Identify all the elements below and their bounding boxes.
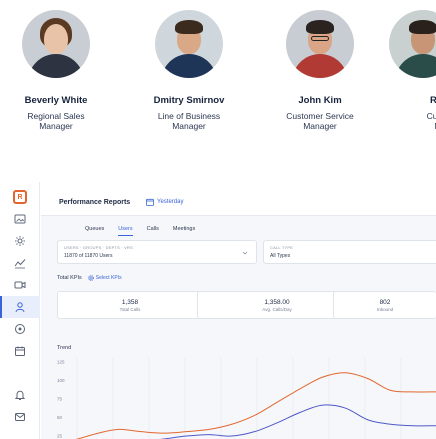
sidebar-item-location[interactable] [0, 318, 40, 340]
sidebar-item-logo[interactable]: R [0, 186, 40, 208]
main-content: Performance Reports Yesterday Queues Use… [41, 182, 436, 439]
date-picker[interactable]: Yesterday [146, 198, 183, 206]
kpi-card[interactable]: 1,358 Total Calls [57, 291, 203, 319]
pin-icon [15, 324, 25, 334]
kpi-card[interactable]: 802 Inbound [333, 291, 436, 319]
y-tick-label: 125 [57, 360, 65, 365]
person-card: Ray Sr Customer Mana [385, 10, 436, 131]
avatar-shirt [395, 54, 436, 78]
users-filter-value: 11870 of 11870 Users [64, 253, 113, 259]
kpi-header: Total KPIs Select KPIs [57, 275, 122, 281]
person-name: Dmitry Smirnov [153, 95, 225, 106]
person-role: Regional Sales Manager [27, 111, 85, 131]
sidebar-item-analytics[interactable] [0, 252, 40, 274]
app-sidebar: R [0, 182, 40, 439]
kpi-value: 802 [379, 299, 391, 306]
trend-chart: 125 100 75 50 25 [57, 358, 436, 439]
calendar-icon [15, 346, 25, 356]
report-tabs: Queues Users Calls Meetings [85, 226, 195, 236]
users-filter[interactable]: USERS · GROUPS · DEPTS · VRS 11870 of 11… [57, 240, 257, 264]
sidebar-item-users[interactable] [0, 296, 40, 318]
sidebar-item-settings[interactable] [0, 230, 40, 252]
person-card: Dmitry Smirnov Line of Business Manager [129, 10, 249, 131]
people-row: Beverly White Regional Sales Manager Dmitr… [0, 0, 436, 178]
call-type-filter[interactable]: CALL TYPE All Types [263, 240, 436, 264]
avatar-hair [409, 20, 436, 34]
brand-logo: R [13, 190, 27, 204]
person-role: Customer Service Manager [286, 111, 354, 131]
avatar [389, 10, 436, 78]
person-name: Beverly White [24, 95, 88, 106]
avatar [155, 10, 223, 78]
tab-users[interactable]: Users [118, 226, 133, 236]
person-card: Beverly White Regional Sales Manager [0, 10, 116, 131]
sidebar-item-notifications[interactable] [0, 384, 40, 406]
sidebar-item-dashboard[interactable] [0, 208, 40, 230]
image-icon [14, 214, 26, 224]
select-kpis-label: Select KPIs [95, 275, 122, 281]
avatar-hair [175, 20, 203, 34]
call-type-value: All Types [270, 253, 291, 259]
tab-queues[interactable]: Queues [85, 226, 105, 232]
calendar-icon [146, 198, 154, 206]
mail-icon [15, 413, 25, 421]
y-tick-label: 25 [57, 433, 63, 438]
chevron-down-icon [242, 251, 248, 255]
series-line-1 [160, 404, 436, 439]
person-icon [15, 302, 25, 313]
sidebar-item-calendar[interactable] [0, 340, 40, 362]
select-kpis-button[interactable]: Select KPIs [87, 275, 122, 281]
avatar-shirt [28, 54, 84, 78]
kpi-value: 1,358.00 [264, 299, 290, 306]
page-title: Performance Reports [59, 199, 131, 206]
person-name: John Kim [298, 95, 342, 106]
kpi-value: 1,358 [121, 299, 139, 306]
avatar-shirt [161, 54, 217, 78]
bell-icon [14, 390, 26, 400]
avatar [22, 10, 90, 78]
person-role: Customer Mana [426, 111, 436, 131]
tab-calls[interactable]: Calls [146, 226, 159, 232]
camera-icon [14, 281, 26, 289]
person-card: John Kim Customer Service Manager [260, 10, 380, 131]
kpi-label: Avg. Calls/Day [262, 307, 292, 312]
y-tick-label: 50 [57, 415, 63, 420]
avatar-hair [306, 20, 334, 34]
person-name: Ray Sr [429, 95, 436, 106]
glasses [311, 36, 329, 41]
users-filter-label: USERS · GROUPS · DEPTS · VRS [64, 245, 133, 250]
avatar [286, 10, 354, 78]
series-line-0 [76, 372, 436, 439]
trend-title: Trend [57, 345, 72, 351]
call-type-label: CALL TYPE [270, 245, 294, 250]
avatar-face [44, 24, 68, 54]
avatar-shirt [292, 54, 348, 78]
person-role: Line of Business Manager [157, 111, 221, 131]
date-label: Yesterday [157, 199, 184, 205]
gear-icon [15, 236, 25, 246]
page-header: Performance Reports Yesterday [41, 182, 436, 216]
gear-icon [87, 275, 94, 281]
kpi-title: Total KPIs [57, 275, 82, 281]
tab-meetings[interactable]: Meetings [172, 226, 196, 232]
sidebar-item-messages[interactable] [0, 406, 40, 428]
y-tick-label: 100 [57, 378, 65, 383]
kpi-label: Inbound [376, 307, 394, 312]
y-tick-label: 75 [57, 397, 63, 402]
sidebar-item-video[interactable] [0, 274, 40, 296]
line-chart-icon [14, 259, 26, 269]
kpi-label: Total Calls [119, 307, 141, 312]
